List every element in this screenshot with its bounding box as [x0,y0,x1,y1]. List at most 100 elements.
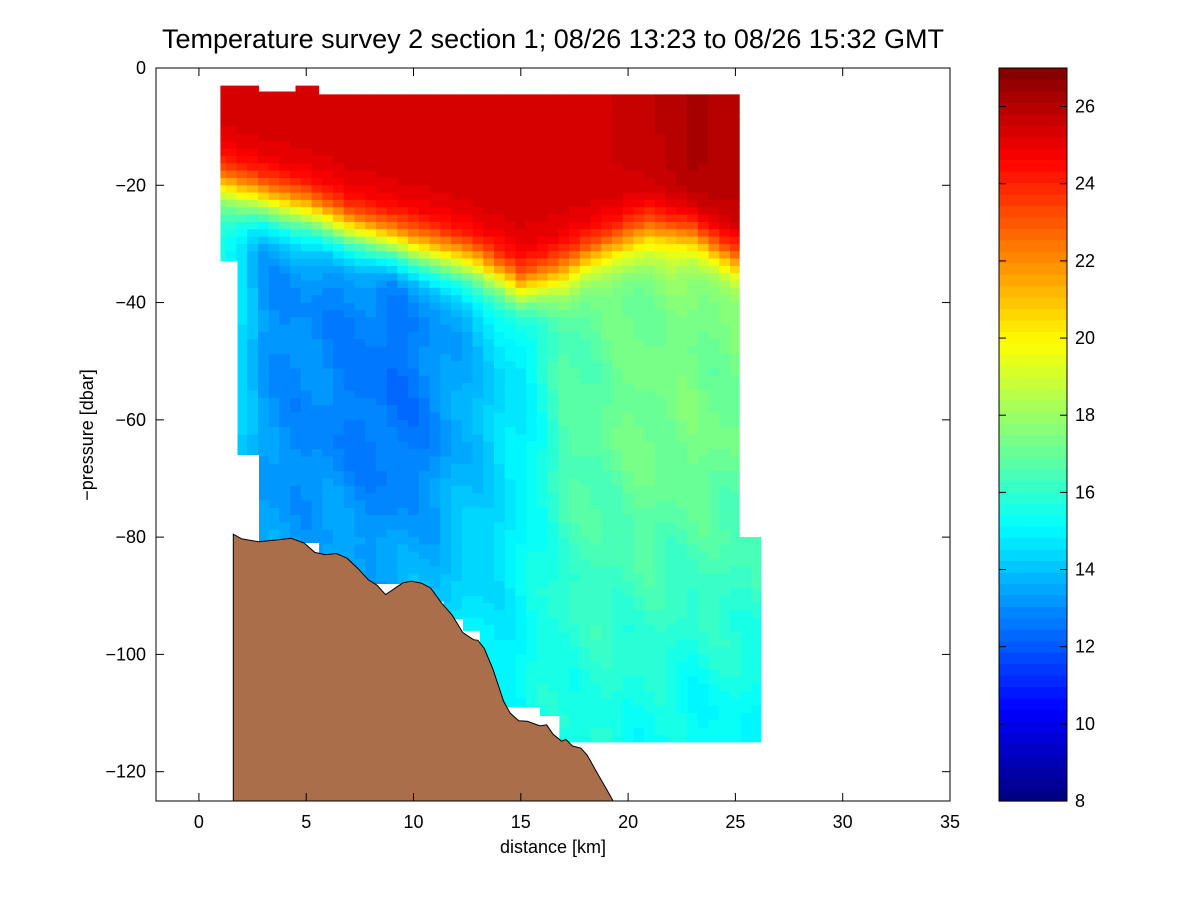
field-cell [322,361,334,370]
field-cell [461,309,474,318]
field-cell [665,104,677,113]
field-cell [654,251,667,260]
field-cell [644,309,656,318]
field-cell [247,126,259,135]
field-cell [354,192,366,201]
field-cell [644,478,656,487]
field-cell [515,676,527,685]
field-cell [408,280,420,289]
field-cell [268,163,280,172]
field-cell [751,661,762,670]
field-cell [719,471,731,480]
field-cell [279,500,291,509]
field-cell [590,515,602,524]
field-cell [526,148,538,157]
field-cell [579,471,592,480]
colorbar-band [999,365,1067,378]
field-cell [558,265,570,274]
field-cell [644,691,656,699]
field-cell [644,265,656,274]
field-cell [665,302,677,311]
field-cell [504,419,517,428]
field-cell [697,258,710,267]
field-cell [719,705,731,714]
field-cell [547,280,559,289]
field-cell [633,478,645,487]
field-cell [386,522,399,531]
field-cell [644,192,656,201]
field-cell [536,302,549,311]
field-cell [343,119,356,128]
field-cell [322,544,334,553]
field-cell [290,346,302,355]
field-cell [397,236,409,245]
field-cell [429,331,441,340]
field-cell [558,324,570,333]
field-cell [236,126,248,135]
field-cell [590,676,602,685]
field-cell [440,287,452,296]
field-cell [515,434,527,443]
field-cell [665,412,677,421]
field-cell [708,243,720,252]
field-cell [418,214,431,223]
field-cell [612,647,624,655]
field-cell [461,214,474,223]
field-cell [633,515,645,524]
field-cell [633,177,645,186]
field-cell [708,449,720,458]
field-cell [429,390,441,399]
field-cell [418,573,431,582]
field-cell [311,185,323,194]
field-cell [708,595,720,604]
field-cell [558,97,570,106]
field-cell [236,111,248,120]
field-cell [676,507,688,516]
field-cell [247,258,259,267]
field-cell [654,236,667,245]
field-cell [504,588,517,597]
field-cell [483,177,495,186]
field-cell [730,141,742,150]
field-cell [343,500,356,509]
field-cell [697,427,710,436]
field-cell [612,309,624,318]
field-cell [311,243,323,252]
field-cell [365,478,377,487]
field-cell [601,463,613,472]
field-cell [375,551,388,560]
field-cell [440,302,452,311]
field-cell [612,133,624,142]
field-cell [601,339,613,348]
field-cell [515,595,527,604]
field-cell [472,507,484,516]
field-cell [547,192,559,201]
field-cell [676,302,688,311]
field-cell [751,639,762,648]
field-cell [451,236,463,245]
field-cell [590,339,602,348]
field-cell [343,133,356,142]
field-cell [665,647,677,655]
field-cell [300,529,313,538]
field-cell [579,581,592,590]
field-cell [279,185,291,194]
field-cell [300,199,313,208]
field-cell [483,302,495,311]
field-cell [612,280,624,289]
field-cell [644,97,656,106]
field-cell [612,141,624,150]
field-cell [397,141,409,150]
field-cell [676,97,688,106]
field-cell [558,302,570,311]
field-cell [236,361,248,370]
field-cell [708,295,720,304]
colorbar-band [999,526,1067,539]
field-cell [526,265,538,274]
field-cell [386,507,399,516]
field-cell [247,199,259,208]
field-cell [322,126,334,135]
field-cell [579,383,592,392]
field-cell [290,507,302,516]
field-cell [676,155,688,164]
